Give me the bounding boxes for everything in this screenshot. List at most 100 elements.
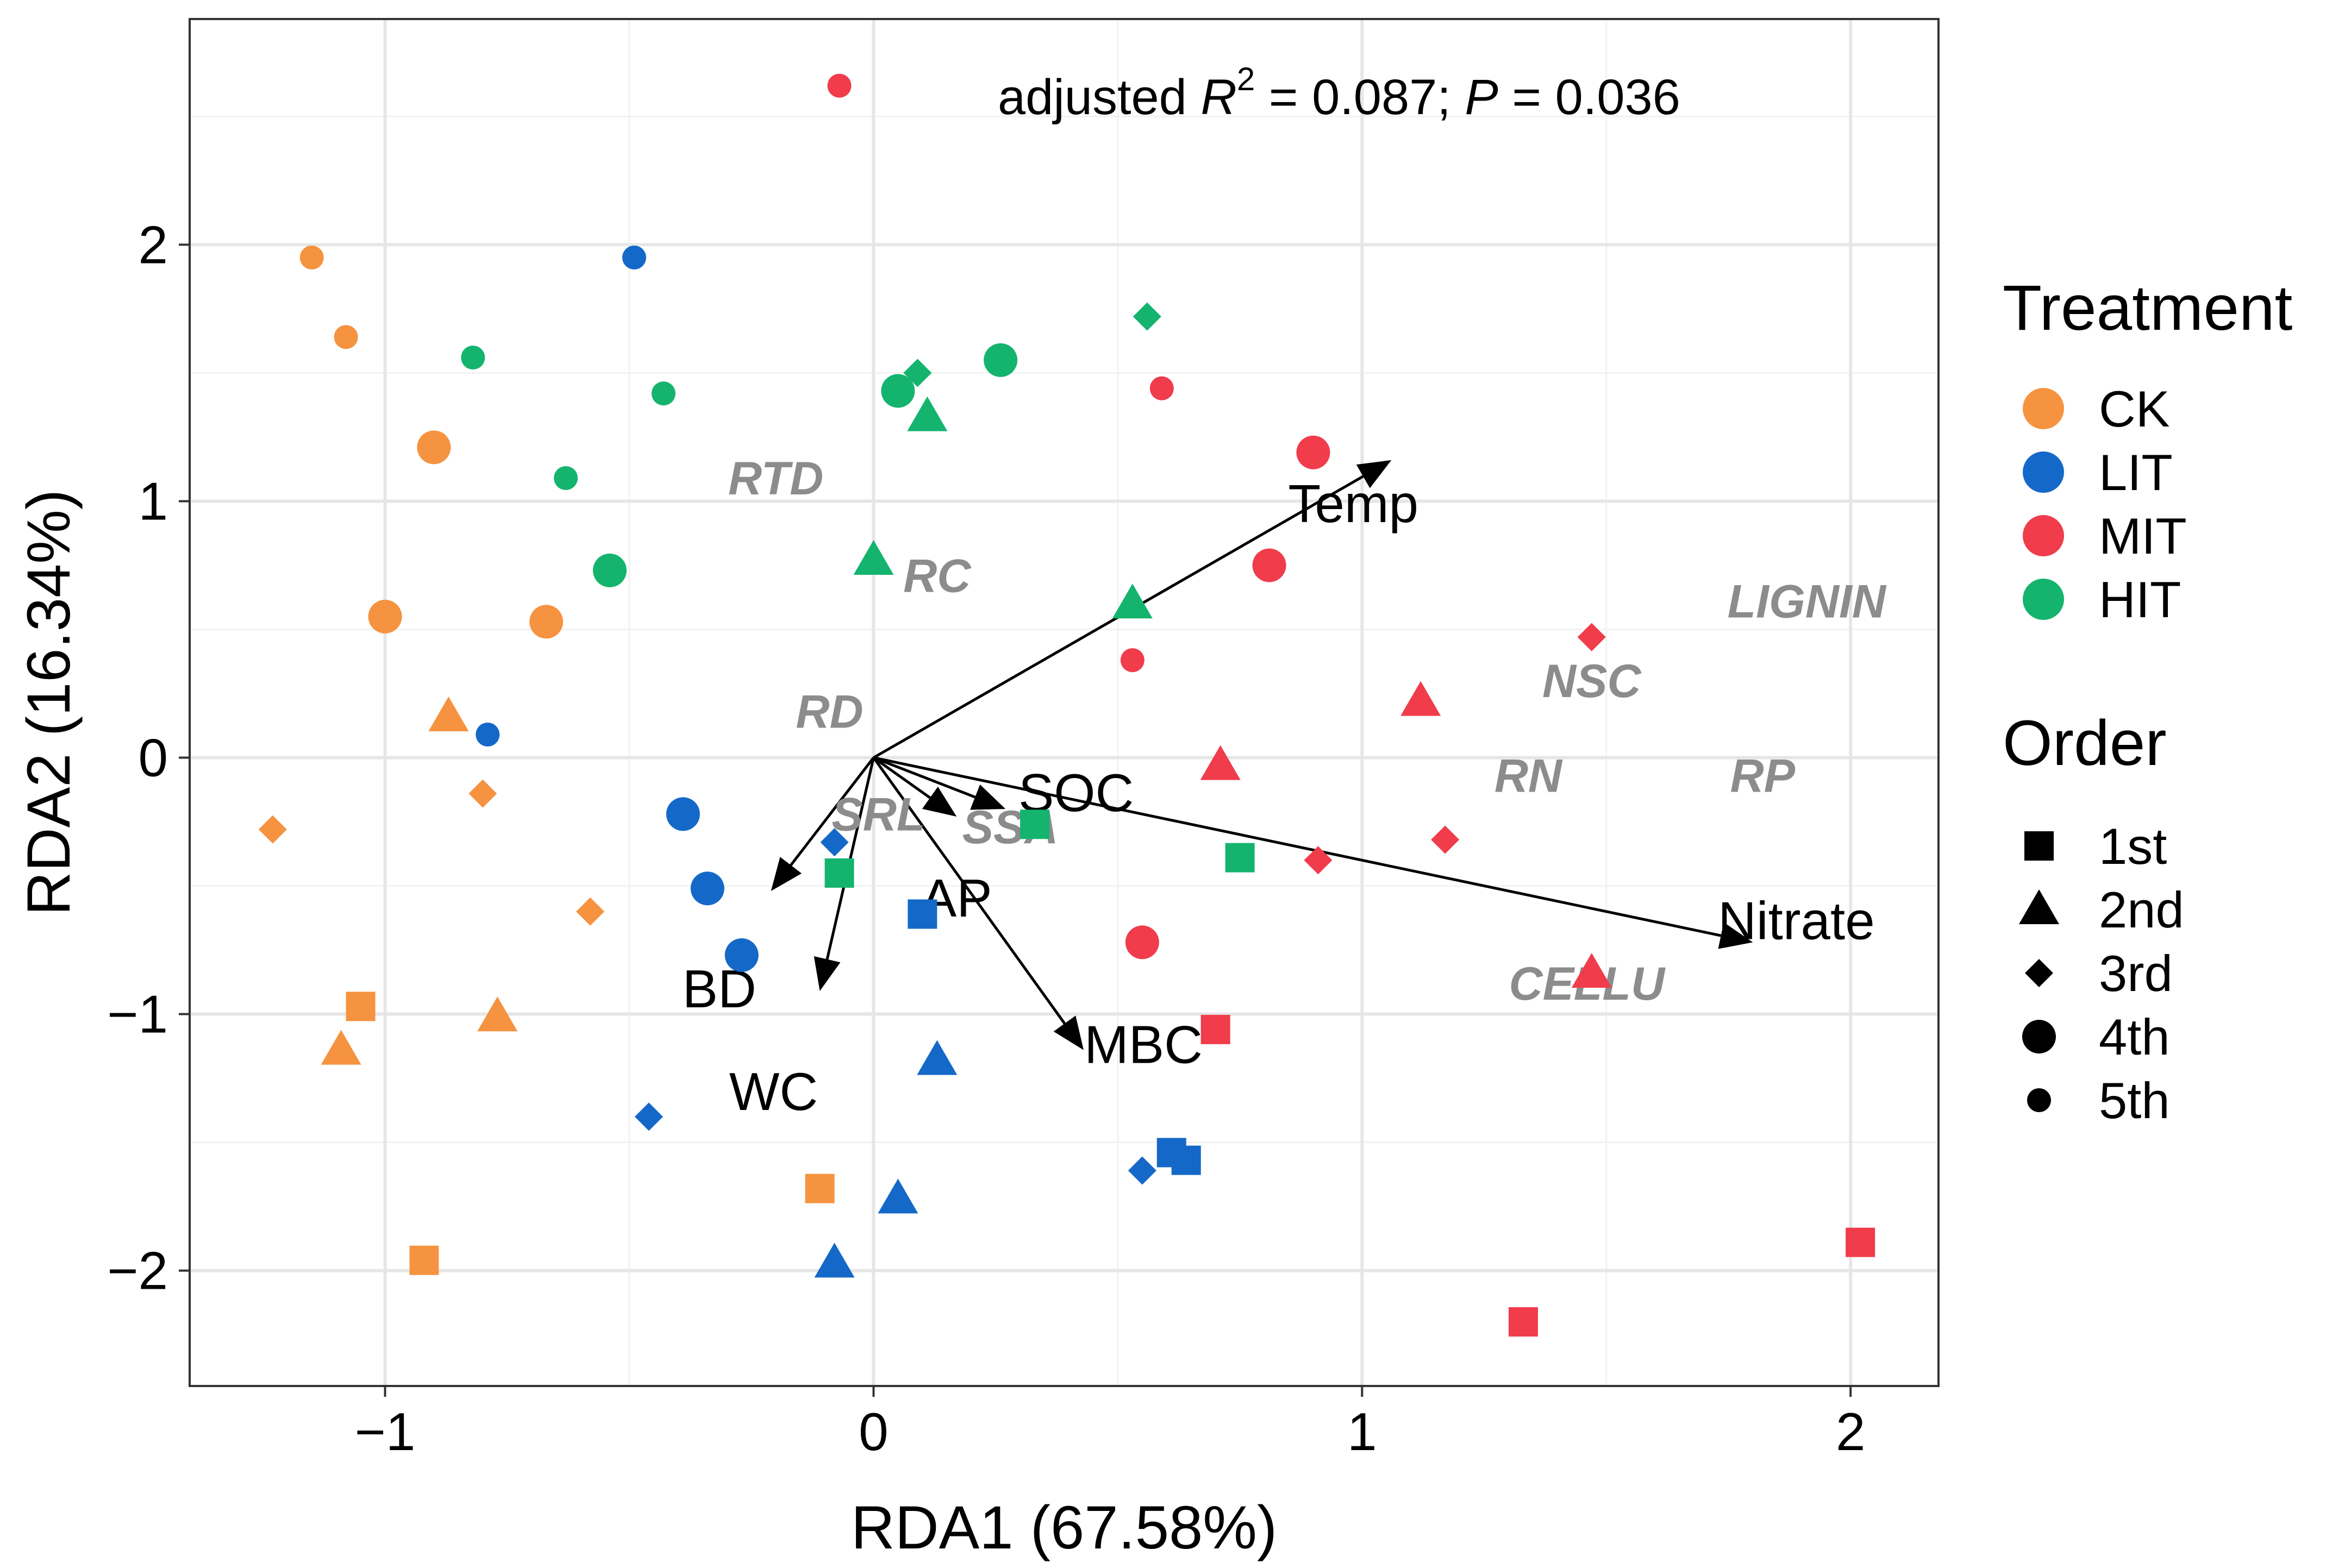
point-mit-3rd [1304, 846, 1333, 875]
point-hit-5th [554, 466, 578, 490]
legend-label-4th: 4th [2099, 1008, 2170, 1065]
y-axis-title: RDA2 (16.34%) [15, 490, 83, 915]
trait-label: RN [1494, 750, 1563, 802]
trait-label: RD [796, 686, 863, 738]
point-ck-4th [368, 599, 402, 634]
point-mit-1st [1200, 1014, 1230, 1044]
vector-arrowhead [814, 956, 841, 992]
vector-arrowhead [1356, 460, 1392, 488]
point-ck-2nd [321, 1030, 361, 1065]
vector-label: WC [729, 1062, 818, 1121]
point-ck-4th [529, 605, 564, 639]
trait-label: SRL [831, 788, 925, 841]
legend-key-2nd [2019, 889, 2059, 924]
y-tick-label: 0 [138, 727, 168, 787]
point-hit-4th [593, 553, 627, 587]
point-ck-4th [417, 430, 451, 465]
point-ck-5th [334, 325, 358, 349]
trait-label: NSC [1542, 655, 1642, 707]
trait-label: RC [903, 550, 972, 602]
point-hit-3rd [1133, 302, 1161, 331]
x-tick-label: 2 [1836, 1402, 1866, 1462]
y-tick-label: −1 [107, 984, 168, 1044]
vector-label: Nitrate [1718, 890, 1875, 950]
vector-soc [873, 756, 976, 799]
point-mit-5th [827, 73, 852, 98]
point-hit-1st [1225, 843, 1255, 873]
vector-ap [872, 756, 931, 799]
legend-key-4th [2022, 1020, 2056, 1053]
point-lit-4th [724, 938, 759, 972]
point-ck-3rd [468, 779, 497, 808]
legend-key-mit [2023, 515, 2064, 556]
legend-treatment-title: Treatment [2003, 272, 2292, 344]
point-hit-5th [651, 381, 676, 406]
trait-label: LIGNIN [1728, 576, 1887, 628]
point-hit-2nd [907, 396, 948, 431]
point-mit-2nd [1400, 681, 1441, 716]
point-ck-2nd [428, 696, 469, 731]
point-lit-3rd [820, 828, 849, 857]
point-lit-3rd [634, 1102, 663, 1131]
point-lit-4th [666, 797, 700, 831]
point-mit-4th [1125, 925, 1159, 959]
vector-bd [790, 756, 875, 866]
point-hit-1st [1020, 810, 1050, 839]
point-lit-2nd [917, 1040, 958, 1075]
legend-key-hit [2023, 579, 2064, 620]
legend-label-5th: 5th [2099, 1072, 2170, 1129]
point-mit-4th [1252, 548, 1286, 582]
model-annotation: adjusted R2 = 0.087; P = 0.036 [998, 61, 1680, 125]
y-tick-label: −2 [107, 1241, 168, 1301]
point-ck-2nd [477, 996, 518, 1032]
sample-points [258, 73, 1875, 1337]
grid [190, 19, 1938, 1386]
legend-label-mit: MIT [2099, 507, 2187, 565]
vector-arrowhead [771, 857, 802, 891]
point-hit-4th [984, 343, 1018, 377]
x-tick-label: −1 [355, 1402, 416, 1462]
point-mit-1st [1846, 1227, 1875, 1257]
legend-label-2nd: 2nd [2099, 881, 2184, 938]
x-tick-label: 1 [1347, 1402, 1377, 1462]
legend: Treatment Order CK LIT MIT HIT 1st 2nd 3rd 4th 5… [2003, 272, 2292, 1129]
legend-key-1st [2024, 831, 2054, 861]
x-tick-label: 0 [859, 1402, 889, 1462]
trait-label: RTD [728, 453, 823, 505]
y-tick-label: 1 [138, 471, 168, 531]
legend-label-hit: HIT [2099, 571, 2181, 628]
vector-arrowhead [1718, 922, 1753, 949]
point-mit-1st [1508, 1307, 1538, 1337]
point-mit-2nd [1571, 953, 1612, 988]
legend-key-ck [2023, 388, 2064, 429]
point-hit-2nd [853, 540, 894, 575]
trait-label: RP [1730, 750, 1796, 802]
y-tick-label: 2 [138, 215, 168, 274]
x-axis-title: RDA1 (67.58%) [851, 1494, 1277, 1561]
vector-nitrate [873, 756, 1722, 937]
point-ck-5th [299, 246, 324, 270]
point-mit-5th [1149, 376, 1174, 400]
point-lit-4th [690, 871, 724, 906]
point-ck-1st [409, 1245, 439, 1275]
vector-arrowhead [922, 786, 957, 817]
point-mit-4th [1296, 435, 1330, 469]
legend-label-1st: 1st [2099, 818, 2167, 875]
legend-key-5th [2027, 1088, 2051, 1112]
point-mit-3rd [1577, 623, 1606, 651]
point-mit-3rd [1431, 825, 1460, 854]
point-lit-1st [908, 899, 937, 929]
legend-key-3rd [2025, 959, 2053, 987]
point-ck-3rd [258, 815, 287, 844]
legend-label-ck: CK [2099, 380, 2170, 437]
plot-panel-border [189, 18, 1940, 1387]
point-lit-3rd [1128, 1156, 1156, 1185]
vector-label: MBC [1084, 1015, 1203, 1075]
point-hit-5th [461, 346, 485, 370]
point-mit-2nd [1200, 745, 1241, 780]
vector-arrowhead [1053, 1015, 1084, 1050]
legend-label-lit: LIT [2099, 444, 2173, 501]
